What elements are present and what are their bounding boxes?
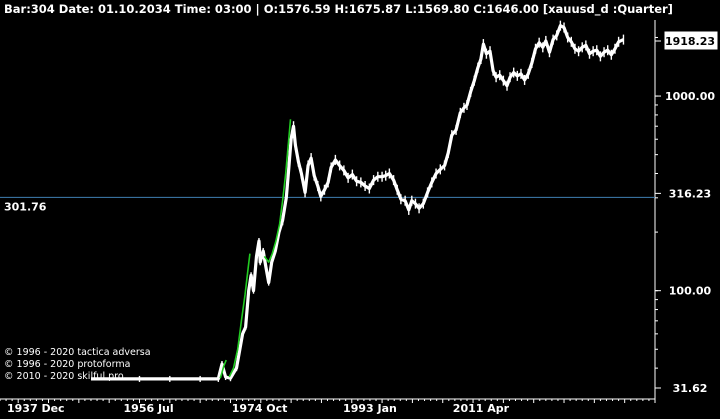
x-tick-label: 1974 Oct	[232, 402, 288, 415]
y-tick-label: 100.00	[669, 285, 712, 298]
copyright-credits: © 1996 - 2020 tactica adversa © 1996 - 2…	[4, 347, 151, 383]
credit-line: © 1996 - 2020 tactica adversa	[4, 347, 151, 358]
credit-line: © 2010 - 2020 skilful pro	[4, 371, 124, 382]
overlay-curve	[228, 253, 251, 378]
x-tick-label: 1937 Dec	[7, 402, 65, 415]
y-tick-label: 1000.00	[665, 90, 715, 103]
reference-line-label: 301.76	[4, 200, 47, 213]
chart-info-header: Bar:304 Date: 01.10.2034 Time: 03:00 | O…	[4, 2, 673, 16]
y-tick-label: 316.23	[669, 187, 711, 200]
y-tick-label: 31.62	[673, 382, 708, 395]
overlay-curve	[263, 119, 292, 264]
x-tick-label: 1956 Jul	[124, 402, 174, 415]
y-tick-label: 1918.23	[665, 35, 715, 48]
x-tick-label: 1993 Jan	[343, 402, 397, 415]
current-price-box	[664, 31, 718, 50]
x-tick-label: 2011 Apr	[453, 402, 510, 415]
credit-line: © 1996 - 2020 protoforma	[4, 359, 131, 370]
overlay-curve	[219, 359, 227, 379]
price-line	[91, 24, 625, 381]
